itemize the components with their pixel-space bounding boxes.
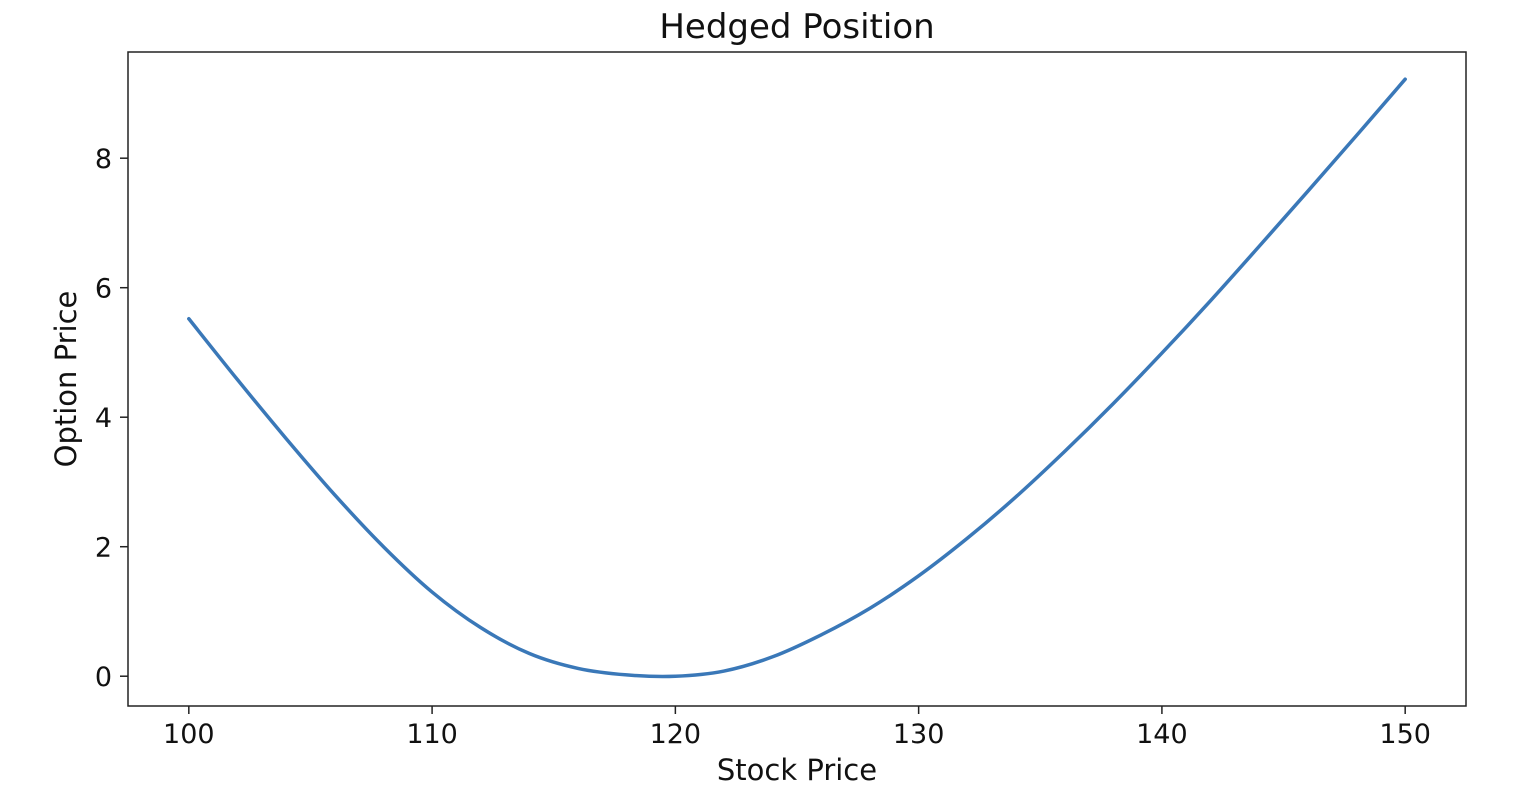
x-axis-label: Stock Price	[717, 753, 877, 787]
chart-title: Hedged Position	[659, 7, 934, 47]
y-tick-label: 6	[95, 274, 112, 305]
x-tick-label: 100	[163, 719, 215, 750]
x-tick-label: 140	[1136, 719, 1188, 750]
x-axis: 100 110 120 130 140 150	[163, 706, 1431, 750]
x-tick-label: 150	[1379, 719, 1431, 750]
series-line	[187, 77, 1407, 679]
y-axis-label: Option Price	[49, 291, 83, 468]
y-tick-label: 0	[95, 662, 112, 693]
x-tick-label: 110	[406, 719, 458, 750]
x-tick-label: 120	[650, 719, 702, 750]
y-tick-label: 4	[95, 403, 112, 434]
x-tick-label: 130	[893, 719, 945, 750]
series-layer	[187, 77, 1407, 679]
plot-area	[127, 51, 1467, 707]
y-axis: 0 2 4 6 8	[95, 144, 128, 693]
y-tick-label: 8	[95, 144, 112, 175]
y-tick-label: 2	[95, 533, 112, 564]
